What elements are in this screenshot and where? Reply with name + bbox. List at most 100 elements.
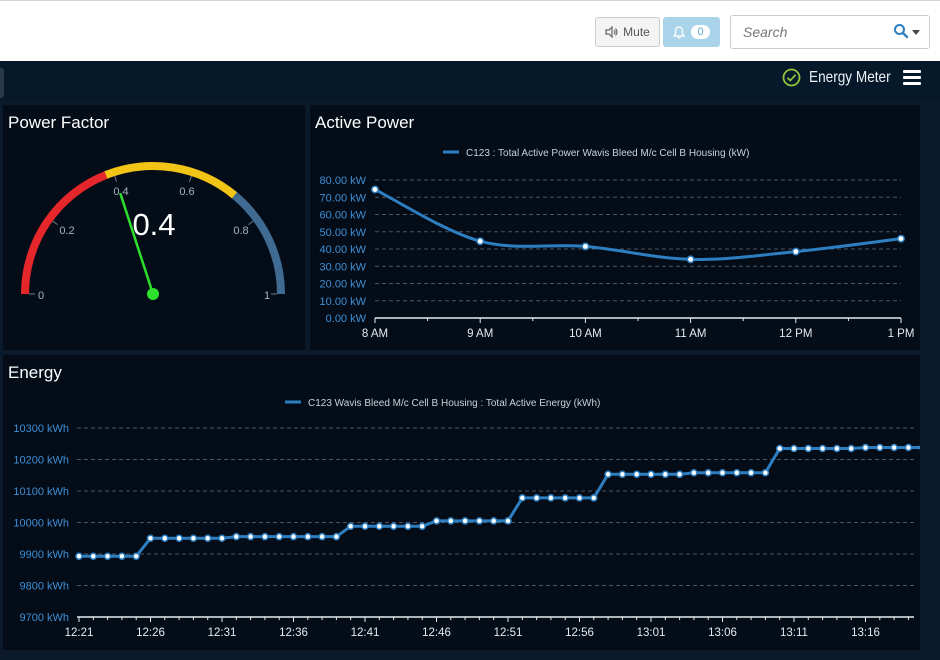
gauge-tick-label: 0	[38, 290, 44, 302]
y-tick-label: 10300 kWh	[13, 423, 69, 435]
data-point	[476, 237, 485, 246]
x-tick-label: 1 PM	[888, 328, 915, 340]
y-tick-label: 60.00 kW	[320, 210, 367, 222]
data-point	[532, 494, 541, 502]
x-tick-label: 9 AM	[467, 328, 493, 340]
gauge-band-low	[21, 171, 108, 295]
data-point	[218, 534, 226, 542]
data-point	[418, 522, 426, 531]
active-power-chart: C123 : Total Active Power Wavis Bleed M/…	[320, 148, 915, 340]
data-point	[775, 444, 784, 453]
data-point	[833, 444, 841, 453]
data-point	[704, 468, 712, 477]
data-point	[447, 517, 455, 525]
x-tick-label: 8 AM	[362, 328, 388, 340]
check-circle-icon	[782, 68, 801, 87]
data-point	[675, 470, 684, 479]
y-tick-label: 20.00 kW	[320, 279, 367, 291]
data-point	[103, 552, 112, 560]
data-point	[232, 532, 241, 541]
energy-title: Energy	[8, 363, 62, 382]
data-point	[604, 470, 612, 479]
gauge-tick-mark	[188, 175, 192, 182]
search-input[interactable]	[731, 16, 881, 48]
active-power-series-line	[374, 188, 902, 261]
y-tick-label: 9800 kWh	[19, 581, 69, 593]
gauge-tick-mark	[52, 220, 58, 226]
data-point	[791, 247, 800, 256]
x-tick-label: 13:06	[708, 627, 737, 639]
energy-panel: Energy C123 Wavis Bleed M/c Cell B Housi…	[3, 355, 920, 650]
data-point	[847, 444, 855, 453]
data-point	[747, 468, 755, 477]
data-point	[203, 534, 212, 542]
data-point	[118, 552, 126, 560]
y-tick-label: 10.00 kW	[320, 296, 367, 308]
active-power-title: Active Power	[315, 113, 415, 132]
search-dropdown-caret-icon[interactable]	[912, 30, 920, 35]
x-tick-label: 12:31	[208, 627, 237, 639]
data-point	[504, 517, 512, 525]
x-tick-label: 13:11	[780, 627, 808, 639]
x-tick-label: 12:41	[351, 627, 380, 639]
data-point	[686, 255, 695, 264]
chart-legend: C123 Wavis Bleed M/c Cell B Housing : To…	[308, 398, 600, 409]
chart-legend: C123 : Total Active Power Wavis Bleed M/…	[466, 148, 749, 159]
data-point	[632, 470, 641, 479]
gauge-tick-label: 0.8	[233, 225, 248, 237]
mute-button[interactable]: Mute	[595, 17, 660, 47]
gauge-tick-label: 0.4	[113, 186, 128, 198]
gauge-needle	[119, 192, 155, 295]
gauge-tick-label: 0.6	[179, 186, 194, 198]
data-point	[575, 494, 584, 502]
data-point	[189, 534, 198, 542]
y-tick-label: 40.00 kW	[320, 244, 367, 256]
data-point	[161, 534, 169, 542]
gauge-needle-pivot	[147, 288, 159, 300]
data-point	[89, 552, 98, 560]
data-point	[304, 532, 312, 541]
data-point	[690, 468, 698, 477]
mute-label: Mute	[623, 25, 650, 39]
energy-chart: C123 Wavis Bleed M/c Cell B Housing : To…	[13, 398, 920, 639]
data-point	[897, 234, 905, 243]
gauge-tick-label: 1	[264, 290, 270, 302]
bell-icon	[673, 25, 686, 39]
data-point	[146, 534, 155, 542]
data-point	[289, 532, 298, 541]
y-tick-label: 9700 kWh	[19, 612, 69, 624]
data-point	[561, 494, 569, 502]
data-point	[876, 443, 884, 452]
data-point	[718, 468, 727, 477]
y-tick-label: 50.00 kW	[320, 227, 367, 239]
sidebar-toggle-tab[interactable]	[0, 68, 4, 98]
x-tick-label: 12:56	[565, 627, 594, 639]
data-point	[475, 517, 484, 525]
y-tick-label: 70.00 kW	[320, 192, 367, 204]
data-point	[175, 534, 183, 542]
y-tick-label: 9900 kWh	[19, 549, 69, 561]
y-tick-label: 30.00 kW	[320, 261, 367, 273]
notifications-button[interactable]: 0	[663, 17, 720, 47]
y-tick-label: 0.00 kW	[326, 313, 367, 325]
search-icon[interactable]	[893, 23, 909, 39]
x-tick-label: 12:51	[494, 627, 523, 639]
data-point	[733, 468, 741, 477]
gauge-value: 0.4	[132, 207, 175, 242]
hamburger-menu-icon[interactable]	[903, 70, 921, 86]
data-point	[518, 494, 527, 502]
search-box	[730, 15, 930, 49]
data-point	[318, 532, 326, 541]
data-point	[261, 532, 269, 541]
data-point	[389, 522, 398, 531]
data-point	[375, 522, 384, 531]
x-tick-label: 12 PM	[779, 328, 812, 340]
data-point	[590, 494, 598, 502]
x-tick-label: 10 AM	[569, 328, 602, 340]
x-tick-label: 12:46	[422, 627, 451, 639]
data-point	[581, 242, 590, 251]
gauge-tick-mark	[248, 220, 254, 226]
power-factor-title: Power Factor	[8, 113, 110, 132]
y-tick-label: 80.00 kW	[320, 175, 367, 187]
data-point	[346, 522, 355, 531]
